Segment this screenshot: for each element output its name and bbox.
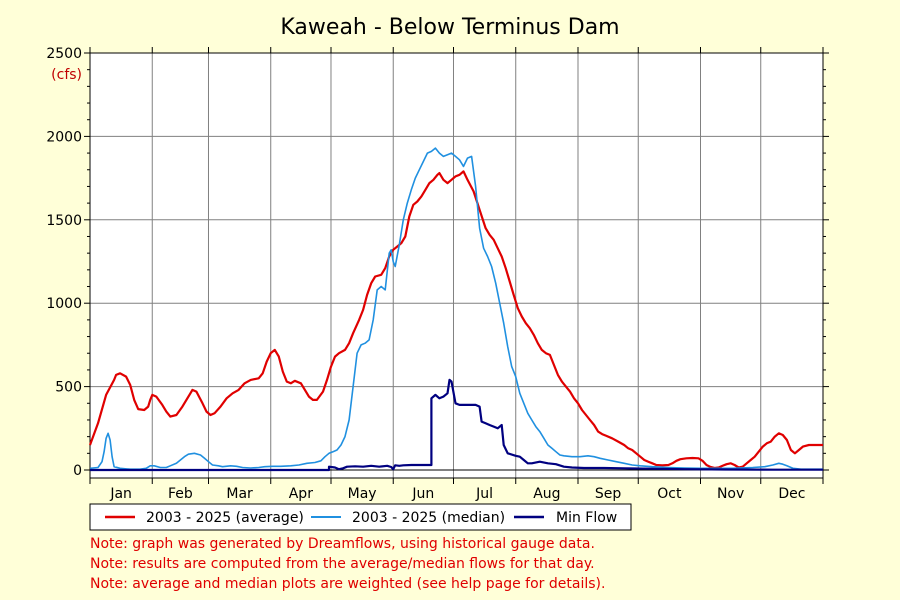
- series-layer: [88, 147, 823, 472]
- x-tick-label: Apr: [289, 486, 313, 502]
- x-tick-labels: Jan Feb Mar Apr May Jun Jul Aug Sep Oct Nov Dec: [109, 486, 805, 502]
- x-tick-label: Dec: [778, 486, 805, 502]
- y-tick-label: 1000: [46, 296, 82, 312]
- y-unit-label: (cfs): [51, 67, 82, 83]
- y-tick-label: 500: [55, 380, 82, 396]
- x-tick-label: Nov: [717, 486, 744, 502]
- x-tick-label: Jul: [475, 486, 493, 502]
- x-tick-label: Jun: [411, 486, 434, 502]
- note-line: Note: graph was generated by Dreamflows,…: [90, 536, 595, 552]
- note-line: Note: average and median plots are weigh…: [90, 576, 606, 592]
- y-tick-label: 1500: [46, 213, 82, 229]
- x-tick-label: May: [348, 486, 377, 502]
- y-tick-labels: 0 500 1000 1500 2000 2500: [46, 46, 82, 479]
- y-tick-label: 0: [73, 463, 82, 479]
- y-tick-label: 2000: [46, 129, 82, 145]
- series-min-flow-line: [90, 378, 823, 472]
- note-line: Note: results are computed from the aver…: [90, 556, 595, 572]
- plot-border: [89, 52, 824, 479]
- y-tick-label: 2500: [46, 46, 82, 62]
- legend-label-min-flow: Min Flow: [556, 510, 617, 526]
- x-tick-label: Mar: [226, 486, 253, 502]
- series-median-line: [89, 147, 823, 471]
- legend-box: [89, 503, 632, 531]
- legend-label-median: 2003 - 2025 (median): [352, 510, 505, 526]
- legend-label-average: 2003 - 2025 (average): [146, 510, 304, 526]
- plot-area: [90, 53, 823, 478]
- x-tick-label: Sep: [595, 486, 622, 502]
- legend: 2003 - 2025 (average) 2003 - 2025 (media…: [89, 503, 632, 531]
- x-tick-label: Jan: [109, 486, 132, 502]
- x-tick-label: Aug: [533, 486, 560, 502]
- x-tick-label: Feb: [168, 486, 193, 502]
- chart-title: Kaweah - Below Terminus Dam: [280, 15, 619, 40]
- series-average-line: [88, 170, 823, 470]
- notes: Note: graph was generated by Dreamflows,…: [90, 534, 605, 594]
- x-tick-label: Oct: [657, 486, 682, 502]
